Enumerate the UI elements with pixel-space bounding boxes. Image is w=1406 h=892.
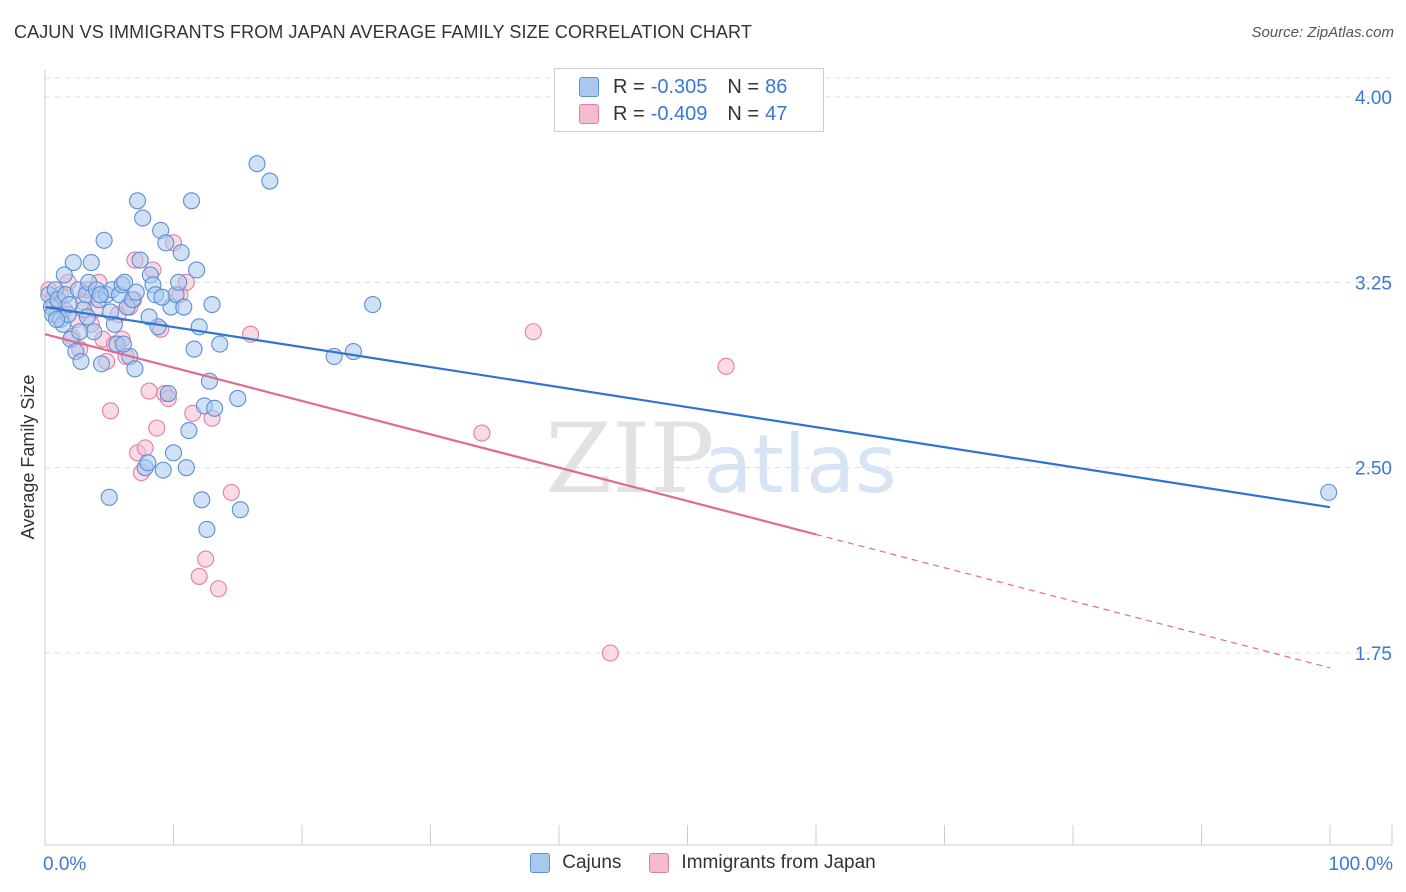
y-axis-title: Average Family Size <box>18 375 38 540</box>
point-immigrants-from-japan <box>140 382 158 400</box>
point-cajuns <box>116 273 134 291</box>
point-cajuns <box>153 288 171 306</box>
point-cajuns <box>206 399 224 417</box>
legend-label-cajuns: Cajuns <box>562 852 622 873</box>
point-immigrants-from-japan <box>717 357 735 375</box>
point-cajuns <box>71 323 89 341</box>
trendline-cajuns <box>44 305 1331 509</box>
point-cajuns <box>188 261 206 279</box>
point-immigrants-from-japan <box>601 644 619 662</box>
point-cajuns <box>92 355 111 373</box>
point-cajuns <box>180 422 198 440</box>
point-cajuns <box>157 234 175 252</box>
legend-item-japan[interactable]: Immigrants from Japan <box>649 852 876 874</box>
point-immigrants-from-japan <box>222 483 240 501</box>
legend-label-japan: Immigrants from Japan <box>681 852 876 873</box>
watermark-zip: ZIP <box>545 403 714 515</box>
legend-row-japan: R = -0.409 N = 47 <box>579 101 787 127</box>
point-cajuns <box>231 501 249 519</box>
point-cajuns <box>211 335 229 353</box>
legend-r-label: R = <box>613 102 645 125</box>
point-immigrants-from-japan <box>136 439 154 457</box>
point-cajuns <box>182 192 201 210</box>
point-cajuns <box>170 273 188 291</box>
axes <box>44 70 1393 846</box>
point-immigrants-from-japan <box>101 402 120 420</box>
point-immigrants-from-japan <box>209 580 228 598</box>
trendline-immigrants-from-japan <box>44 333 817 536</box>
correlation-legend: R = -0.305 N = 86 R = -0.409 N = 47 <box>554 68 824 132</box>
point-immigrants-from-japan <box>524 323 542 341</box>
point-cajuns <box>127 283 145 301</box>
legend-swatch-pink <box>579 104 599 124</box>
legend-r-value: -0.409 <box>650 102 708 125</box>
legend-swatch-cajuns <box>530 853 551 873</box>
series-legend: Cajuns Immigrants from Japan <box>0 852 1406 874</box>
legend-item-cajuns[interactable]: Cajuns <box>530 852 621 874</box>
point-cajuns <box>72 352 90 370</box>
series-cajuns-points <box>40 155 1338 538</box>
y-tick-label: 1.75 <box>1355 644 1392 665</box>
x-tick-label-max: 100.0% <box>1329 854 1394 875</box>
point-cajuns <box>91 286 109 304</box>
point-immigrants-from-japan <box>148 419 166 437</box>
point-cajuns <box>159 384 177 403</box>
watermark: ZIP atlas <box>545 403 896 515</box>
point-cajuns <box>139 454 157 472</box>
chart-title: CAJUN VS IMMIGRANTS FROM JAPAN AVERAGE F… <box>14 22 752 42</box>
point-immigrants-from-japan <box>190 567 208 585</box>
legend-r-label: R = <box>613 75 645 98</box>
legend-n-value: 86 <box>765 75 788 98</box>
point-cajuns <box>364 296 382 314</box>
y-tick-label: 3.25 <box>1355 273 1392 294</box>
trend-lines <box>44 305 1331 669</box>
point-cajuns <box>82 254 100 272</box>
y-tick-label: 2.50 <box>1355 459 1392 480</box>
y-tick-label: 4.00 <box>1355 88 1392 109</box>
point-cajuns <box>193 491 211 509</box>
point-cajuns <box>185 340 203 358</box>
point-cajuns <box>177 459 195 477</box>
point-cajuns <box>114 335 132 353</box>
legend-n-label: N = <box>727 75 760 98</box>
legend-row-cajuns: R = -0.305 N = 86 <box>579 74 787 100</box>
legend-n-label: N = <box>727 102 760 125</box>
axis-labels: 1.75 2.50 3.25 4.00 0.0% 100.0% Average Family… <box>18 88 1393 875</box>
point-cajuns <box>60 296 78 314</box>
trendline-immigrants-from-japan-extension <box>815 533 1331 669</box>
point-cajuns <box>64 254 82 272</box>
legend-swatch-blue <box>579 77 599 97</box>
legend-r-value: -0.305 <box>650 75 708 98</box>
point-immigrants-from-japan <box>473 424 491 442</box>
point-cajuns <box>248 155 266 173</box>
point-cajuns <box>203 296 221 314</box>
point-cajuns <box>261 172 279 190</box>
point-cajuns <box>128 192 147 210</box>
point-immigrants-from-japan <box>197 550 215 568</box>
point-cajuns <box>95 231 113 249</box>
point-cajuns <box>131 251 149 269</box>
point-cajuns <box>78 308 96 326</box>
legend-n-value: 47 <box>765 102 788 125</box>
point-cajuns <box>164 444 183 462</box>
point-cajuns <box>134 209 152 227</box>
point-cajuns <box>198 520 216 538</box>
point-cajuns <box>172 244 190 262</box>
watermark-atlas: atlas <box>703 418 896 511</box>
legend-swatch-japan <box>649 853 670 873</box>
point-cajuns <box>126 360 144 378</box>
point-cajuns <box>154 461 172 479</box>
point-cajuns <box>48 310 66 328</box>
point-cajuns <box>100 488 118 506</box>
source-label: Source: ZipAtlas.com <box>1251 24 1394 41</box>
x-tick-label-min: 0.0% <box>43 854 86 875</box>
point-cajuns <box>55 266 73 284</box>
point-cajuns <box>344 342 362 361</box>
point-cajuns <box>229 389 247 408</box>
point-cajuns <box>140 308 158 326</box>
point-cajuns <box>175 298 193 316</box>
point-cajuns <box>1320 483 1338 501</box>
